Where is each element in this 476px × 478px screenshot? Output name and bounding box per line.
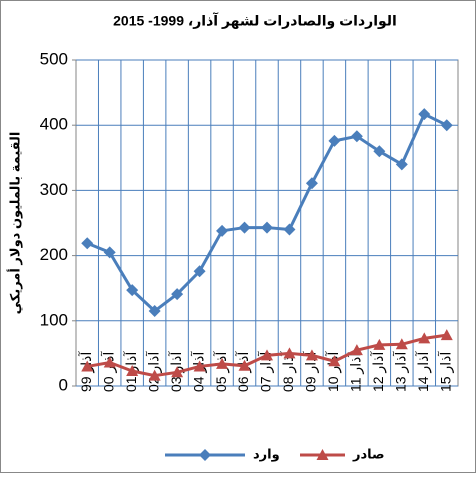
x-tick-label: آذار 00 xyxy=(100,351,117,392)
x-tick-label: آذار 15 xyxy=(437,351,454,392)
x-tick-label: آذار 05 xyxy=(213,351,230,392)
data-point xyxy=(81,360,94,372)
x-tick-label: آذار 13 xyxy=(393,351,410,392)
y-tick-label: 400 xyxy=(40,115,68,134)
data-point xyxy=(261,221,273,234)
data-point xyxy=(126,365,139,377)
x-tick-label: آذار 14 xyxy=(415,351,432,392)
data-point xyxy=(261,349,273,361)
data-point xyxy=(328,355,341,367)
x-tick-label: آذار 07 xyxy=(258,351,275,392)
x-tick-label: آذار 12 xyxy=(370,351,387,392)
data-point xyxy=(171,366,184,378)
data-point xyxy=(193,360,206,372)
legend-label: صادر xyxy=(352,446,385,461)
data-point xyxy=(350,130,363,143)
data-point xyxy=(238,359,251,371)
data-point xyxy=(283,347,296,359)
data-point xyxy=(440,119,453,132)
data-point xyxy=(305,349,318,361)
data-point xyxy=(103,246,116,259)
data-point xyxy=(81,237,94,250)
data-point xyxy=(171,288,184,301)
data-point xyxy=(373,145,386,158)
data-point xyxy=(148,369,161,381)
data-point xyxy=(328,134,341,147)
data-point xyxy=(126,284,139,297)
x-tick-label: آذار 06 xyxy=(235,351,252,392)
data-point xyxy=(440,329,453,341)
legend-label: وارد xyxy=(253,446,280,461)
x-tick-label: آذار 09 xyxy=(303,351,320,392)
x-tick-label: آذار 08 xyxy=(280,351,297,392)
data-point xyxy=(418,108,431,121)
data-point xyxy=(193,265,206,278)
data-point xyxy=(395,338,408,350)
x-tick-label: آذار 11 xyxy=(348,352,365,392)
chart-title: الواردات والصادرات لشهر آذار، 1999- 2015 xyxy=(113,12,397,30)
y-tick-label: 500 xyxy=(40,49,68,68)
data-point xyxy=(395,158,408,171)
data-point xyxy=(305,177,318,190)
data-point xyxy=(216,357,229,369)
legend-marker xyxy=(199,449,211,461)
legend-marker xyxy=(316,449,329,460)
data-point xyxy=(216,224,229,237)
data-point xyxy=(238,221,251,234)
y-tick-label: 100 xyxy=(40,310,68,329)
data-point xyxy=(148,305,161,318)
data-point xyxy=(418,332,431,344)
data-point xyxy=(283,223,296,236)
data-point xyxy=(103,356,116,368)
y-axis-label: القيمة بالمليون دولار أمريكي xyxy=(6,132,22,315)
y-tick-label: 300 xyxy=(40,180,68,199)
data-point xyxy=(373,338,386,350)
y-tick-label: 200 xyxy=(40,245,68,264)
data-point xyxy=(350,344,363,356)
y-tick-label: 0 xyxy=(59,375,68,394)
